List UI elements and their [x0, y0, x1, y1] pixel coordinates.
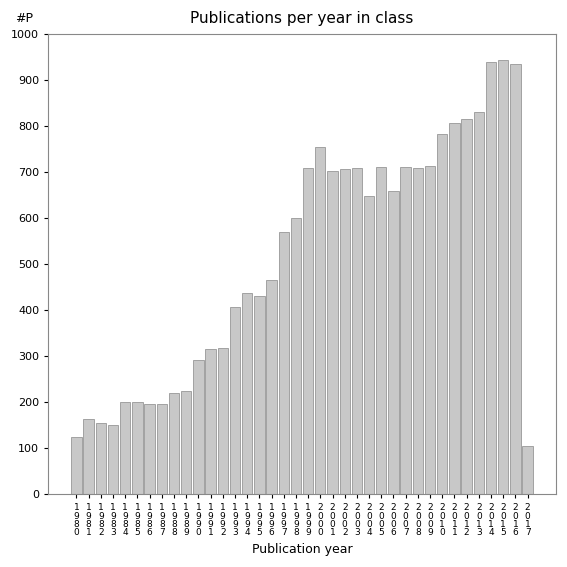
Bar	[400, 167, 411, 494]
Bar	[340, 168, 350, 494]
Bar	[96, 423, 106, 494]
Bar	[145, 404, 155, 494]
Bar	[522, 446, 533, 494]
Bar	[413, 168, 423, 494]
Bar	[205, 349, 215, 494]
X-axis label: Publication year: Publication year	[252, 543, 352, 556]
Text: #P: #P	[15, 12, 33, 25]
Bar	[218, 348, 228, 494]
Bar	[193, 360, 204, 494]
Bar	[71, 437, 82, 494]
Bar	[352, 168, 362, 494]
Title: Publications per year in class: Publications per year in class	[191, 11, 414, 26]
Bar	[510, 64, 521, 494]
Bar	[266, 280, 277, 494]
Bar	[327, 171, 338, 494]
Bar	[473, 112, 484, 494]
Bar	[486, 62, 496, 494]
Bar	[315, 147, 325, 494]
Bar	[376, 167, 387, 494]
Bar	[132, 403, 142, 494]
Bar	[364, 196, 374, 494]
Bar	[437, 134, 447, 494]
Bar	[230, 307, 240, 494]
Bar	[254, 295, 265, 494]
Bar	[169, 393, 179, 494]
Bar	[242, 293, 252, 494]
Bar	[498, 60, 509, 494]
Bar	[181, 391, 191, 494]
Bar	[303, 168, 314, 494]
Bar	[156, 404, 167, 494]
Bar	[278, 232, 289, 494]
Bar	[449, 122, 460, 494]
Bar	[108, 425, 118, 494]
Bar	[425, 166, 435, 494]
Bar	[462, 120, 472, 494]
Bar	[120, 403, 130, 494]
Bar	[388, 191, 399, 494]
Bar	[291, 218, 301, 494]
Bar	[83, 420, 94, 494]
